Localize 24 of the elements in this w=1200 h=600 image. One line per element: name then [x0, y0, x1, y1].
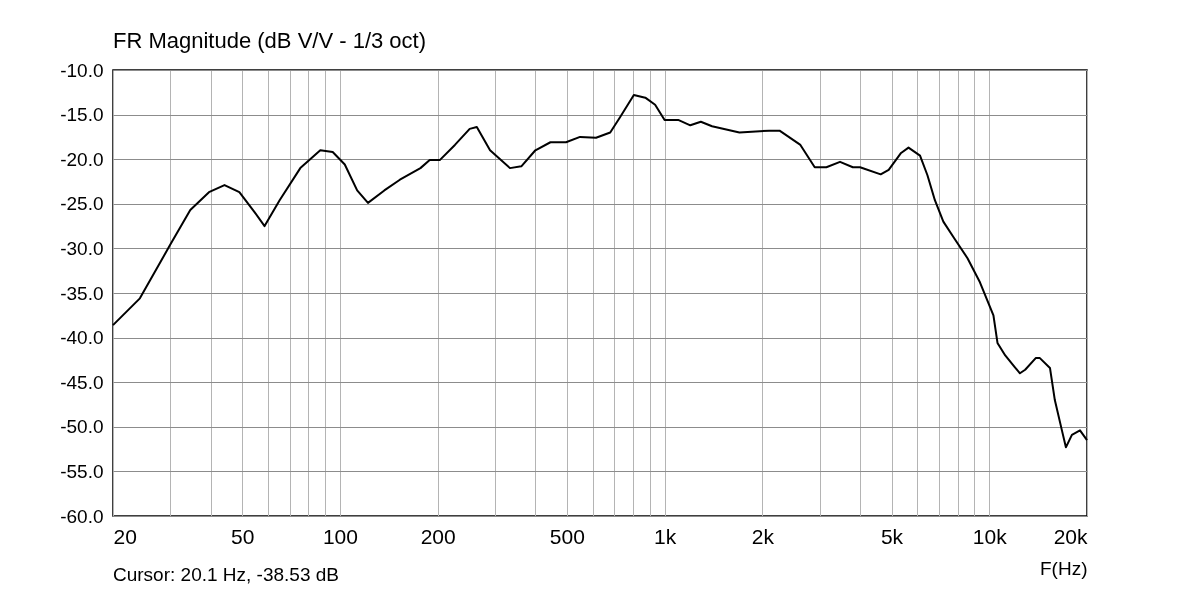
- y-tick-label: -25.0: [60, 193, 104, 215]
- x-tick-label: 1k: [654, 524, 677, 548]
- x-tick-label: 100: [322, 524, 358, 548]
- y-tick-label: -40.0: [60, 327, 104, 349]
- x-tick-label: 20k: [1053, 524, 1088, 548]
- chart-title: FR Magnitude (dB V/V - 1/3 oct): [113, 28, 427, 53]
- y-tick-label: -50.0: [60, 416, 104, 438]
- x-axis-title: F(Hz): [1040, 557, 1088, 579]
- x-tick-label: 50: [231, 524, 255, 548]
- y-tick-label: -15.0: [60, 104, 104, 126]
- y-tick-label: -10.0: [60, 59, 104, 81]
- y-tick-label: -20.0: [60, 148, 104, 170]
- x-tick-label: 5k: [880, 524, 904, 548]
- y-tick-label: -45.0: [60, 371, 104, 393]
- x-tick-label: 200: [420, 524, 456, 548]
- y-tick-label: -30.0: [60, 237, 104, 259]
- text: Cursor: 20.1 Hz, -38.53 dB: [113, 564, 339, 585]
- y-tick-label: -35.0: [60, 282, 104, 304]
- y-tick-label: -55.0: [60, 460, 104, 482]
- x-tick-label: 2k: [751, 524, 775, 548]
- x-tick-label: 10k: [972, 524, 1008, 548]
- y-tick-label: -60.0: [60, 505, 104, 527]
- x-tick-label: 500: [549, 524, 585, 548]
- x-tick-label: 20: [113, 524, 137, 548]
